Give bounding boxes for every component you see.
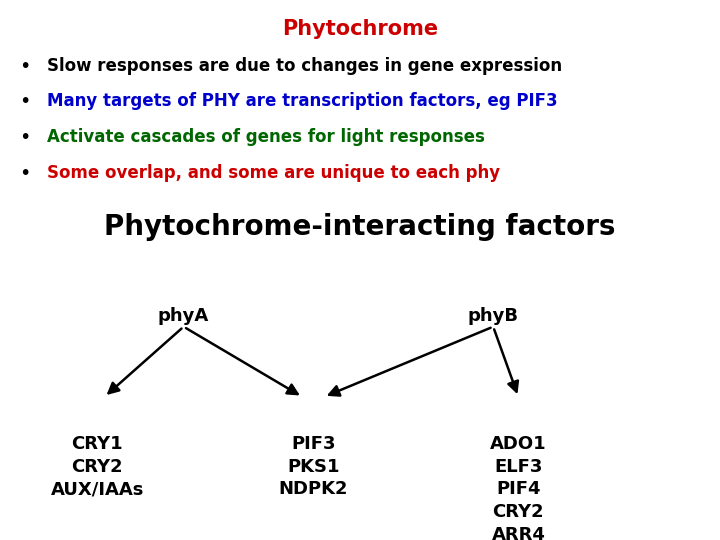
Text: phyA: phyA (158, 307, 210, 325)
Text: •: • (19, 164, 31, 183)
Text: phyB: phyB (468, 307, 518, 325)
Text: •: • (19, 128, 31, 147)
Text: PIF3
PKS1
NDPK2: PIF3 PKS1 NDPK2 (279, 435, 348, 498)
Text: Many targets of PHY are transcription factors, eg PIF3: Many targets of PHY are transcription fa… (47, 92, 557, 110)
Text: Slow responses are due to changes in gene expression: Slow responses are due to changes in gen… (47, 57, 562, 75)
Text: Phytochrome: Phytochrome (282, 19, 438, 39)
Text: Activate cascades of genes for light responses: Activate cascades of genes for light res… (47, 128, 485, 146)
Text: ADO1
ELF3
PIF4
CRY2
ARR4: ADO1 ELF3 PIF4 CRY2 ARR4 (490, 435, 546, 540)
Text: Some overlap, and some are unique to each phy: Some overlap, and some are unique to eac… (47, 164, 500, 181)
Text: CRY1
CRY2
AUX/IAAs: CRY1 CRY2 AUX/IAAs (50, 435, 144, 498)
Text: •: • (19, 92, 31, 111)
Text: •: • (19, 57, 31, 76)
Text: Phytochrome-interacting factors: Phytochrome-interacting factors (104, 213, 616, 241)
